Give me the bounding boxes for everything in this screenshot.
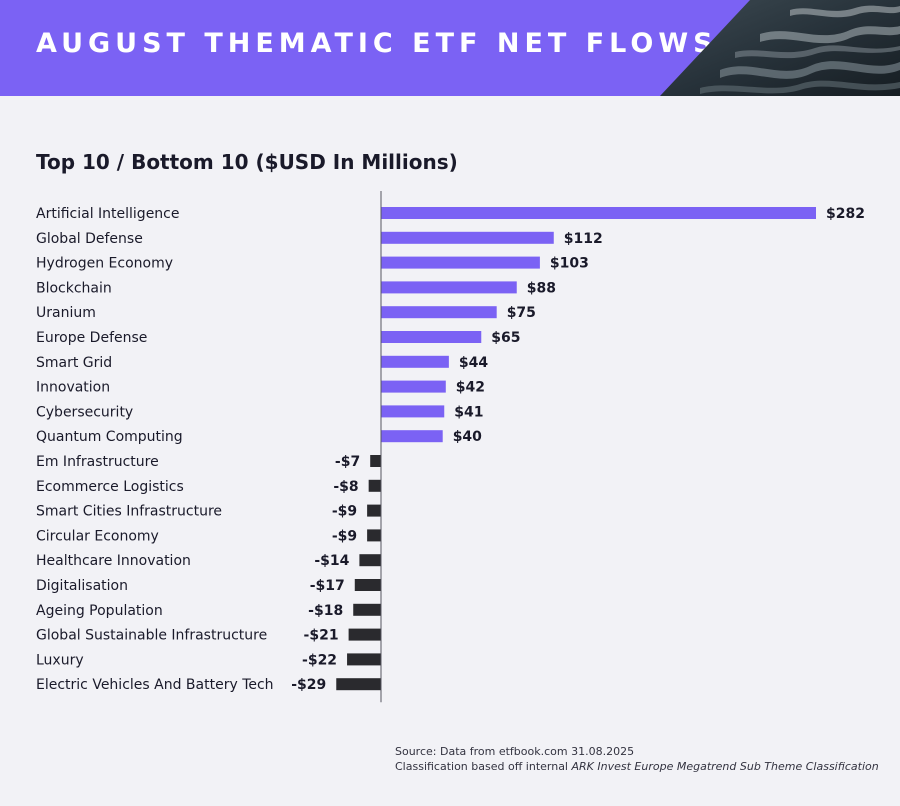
chart-title: Top 10 / Bottom 10 ($USD In Millions) bbox=[36, 150, 458, 174]
bar bbox=[381, 231, 554, 244]
bar bbox=[381, 430, 443, 443]
bars bbox=[336, 207, 816, 691]
source-line: Source: Data from etfbook.com 31.08.2025 bbox=[395, 745, 635, 758]
category-label: Global Defense bbox=[36, 231, 143, 247]
value-label: -$22 bbox=[302, 652, 337, 668]
value-label: -$9 bbox=[332, 528, 357, 544]
category-label: Blockchain bbox=[36, 280, 112, 296]
category-label: Smart Grid bbox=[36, 355, 112, 371]
value-label: $42 bbox=[456, 380, 485, 396]
classification-line: Classification based off internal ARK In… bbox=[395, 759, 879, 774]
value-label: $41 bbox=[454, 404, 483, 420]
value-label: -$14 bbox=[314, 553, 349, 569]
category-label: Quantum Computing bbox=[36, 429, 183, 445]
category-label: Healthcare Innovation bbox=[36, 553, 191, 569]
bar bbox=[381, 256, 540, 269]
category-label: Hydrogen Economy bbox=[36, 256, 173, 272]
bar bbox=[347, 653, 381, 666]
source-note: Source: Data from etfbook.com 31.08.2025… bbox=[395, 744, 879, 774]
value-label: $75 bbox=[507, 305, 536, 321]
value-label: $65 bbox=[491, 330, 520, 346]
bar bbox=[381, 281, 517, 294]
value-label: $282 bbox=[826, 206, 865, 222]
bar bbox=[368, 479, 381, 492]
category-label: Smart Cities Infrastructure bbox=[36, 504, 222, 520]
bar bbox=[348, 628, 381, 641]
value-label: $112 bbox=[564, 231, 603, 247]
bar bbox=[367, 529, 381, 542]
bar bbox=[381, 331, 482, 343]
value-label: -$17 bbox=[310, 578, 345, 594]
page-title: AUGUST THEMATIC ETF NET FLOWS bbox=[36, 28, 718, 59]
category-label: Em Infrastructure bbox=[36, 454, 159, 470]
bar bbox=[353, 603, 381, 616]
category-label: Digitalisation bbox=[36, 578, 128, 594]
value-label: $44 bbox=[459, 355, 488, 371]
category-label: Cybersecurity bbox=[36, 404, 133, 420]
category-label: Innovation bbox=[36, 380, 110, 396]
category-label: Circular Economy bbox=[36, 528, 159, 544]
bar bbox=[336, 678, 381, 691]
value-label: -$7 bbox=[335, 454, 360, 470]
header-banner: AUGUST THEMATIC ETF NET FLOWS bbox=[0, 0, 900, 96]
category-label: Global Sustainable Infrastructure bbox=[36, 628, 267, 644]
bar bbox=[381, 380, 446, 393]
category-label: Artificial Intelligence bbox=[36, 206, 180, 222]
category-label: Electric Vehicles And Battery Tech bbox=[36, 677, 274, 693]
value-label: -$8 bbox=[333, 479, 358, 495]
value-label: -$29 bbox=[291, 677, 326, 693]
value-label: -$21 bbox=[304, 628, 339, 644]
category-label: Ecommerce Logistics bbox=[36, 479, 184, 495]
water-photo bbox=[660, 0, 900, 96]
classification-prefix: Classification based off internal bbox=[395, 760, 572, 773]
classification-name: ARK Invest Europe Megatrend Sub Theme Cl… bbox=[571, 760, 879, 773]
value-label: -$18 bbox=[308, 603, 343, 619]
category-label: Luxury bbox=[36, 652, 84, 668]
category-label: Uranium bbox=[36, 305, 96, 321]
value-label: $103 bbox=[550, 256, 589, 272]
bar bbox=[381, 306, 497, 319]
bar bbox=[354, 579, 381, 591]
bar bbox=[381, 355, 449, 368]
value-label: -$9 bbox=[332, 504, 357, 520]
value-label: $88 bbox=[527, 280, 556, 296]
category-labels: Artificial Intelligence Global Defense Hyd… bbox=[36, 206, 274, 693]
value-label: $40 bbox=[453, 429, 482, 445]
bar bbox=[370, 455, 381, 467]
bar bbox=[367, 504, 381, 517]
category-label: Europe Defense bbox=[36, 330, 147, 346]
value-labels: $282 $112 $103 $88 $75 $65$44 $42 $41 $40 -$7 -$8 -… bbox=[291, 206, 865, 693]
category-label: Ageing Population bbox=[36, 603, 163, 619]
bar bbox=[359, 554, 381, 567]
bar bbox=[381, 207, 816, 219]
bar bbox=[381, 405, 445, 418]
